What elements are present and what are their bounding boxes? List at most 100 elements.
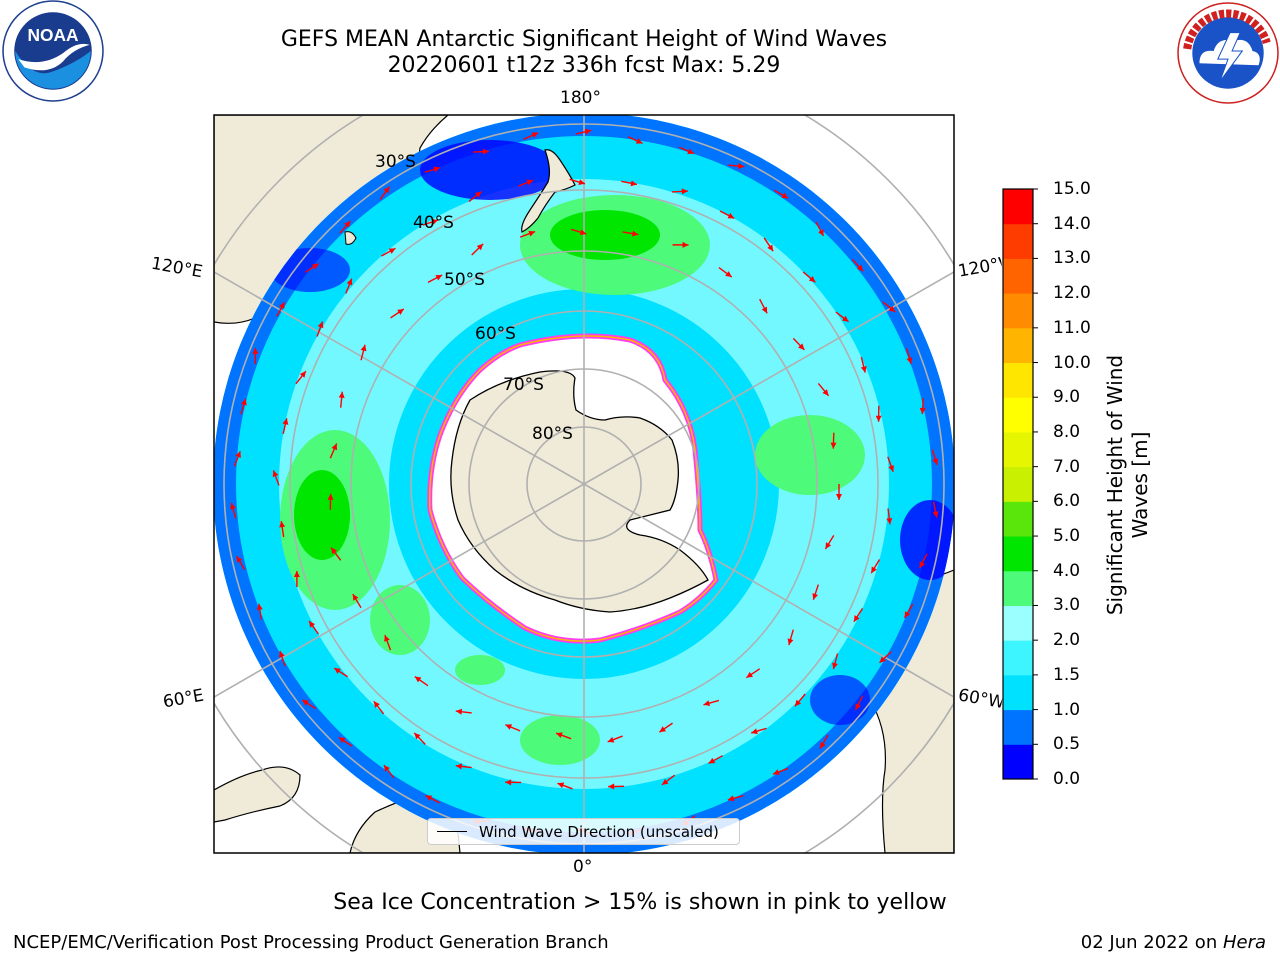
wind-wave-arrowhead [505, 779, 512, 786]
wind-wave-arrowhead [659, 726, 667, 733]
wind-wave-arrowhead [635, 138, 643, 144]
colorbar-tick-label: 0.5 [1053, 734, 1081, 755]
wind-wave-arrowhead [819, 742, 826, 749]
wind-wave-arrowhead [630, 180, 637, 187]
colorbar-segment [1003, 570, 1033, 606]
wind-wave-arrowhead [825, 542, 832, 549]
wind-wave-arrowhead [738, 163, 745, 170]
wind-wave-arrowhead [888, 305, 896, 313]
wind-wave-arrowhead [886, 517, 893, 525]
wind-wave-arrowhead [425, 795, 433, 801]
wind-wave-arrowhead [830, 442, 837, 449]
lat-label: 40°S [413, 213, 454, 233]
footer-date: 02 Jun 2022 on [1080, 932, 1223, 953]
colorbar-tick-label: 0.0 [1053, 769, 1081, 789]
wind-wave-arrowhead [727, 212, 735, 219]
wind-wave-arrowhead [557, 782, 565, 789]
colorbar-segment [1003, 431, 1033, 468]
wind-wave-arrowhead [293, 570, 300, 577]
footer-host: Hera [1222, 932, 1266, 953]
wind-wave-arrowhead [435, 275, 443, 281]
wind-wave-arrowhead [608, 783, 615, 790]
wind-wave-arrowhead [279, 650, 285, 658]
wind-wave-arrowhead [822, 389, 829, 396]
wind-wave-arrowhead [272, 470, 279, 478]
lat-label: 70°S [503, 375, 544, 395]
wind-wave-arrowhead [767, 244, 774, 252]
tasmania-land [344, 231, 357, 245]
colorbar-tick-label: 1.0 [1053, 699, 1081, 720]
colorbar-segment [1003, 397, 1033, 433]
wind-wave-arrowhead [860, 366, 867, 373]
wind-wave-arrowhead [384, 635, 390, 642]
map-legend: Wind Wave Direction (unscaled) [427, 818, 740, 845]
wind-wave-arrowhead [681, 188, 688, 195]
wind-wave-arrowhead [312, 263, 319, 270]
wind-wave-arrowhead [397, 308, 404, 315]
wind-wave-arrowhead [794, 699, 802, 707]
wave-patch-green [455, 655, 505, 685]
svg-text:NOAA: NOAA [27, 25, 79, 45]
wind-wave-arrowhead [383, 765, 390, 772]
wind-wave-arrowhead [360, 344, 367, 352]
wind-wave-arrowhead [433, 166, 441, 173]
wind-wave-arrowhead [772, 769, 780, 775]
wind-wave-arrowhead [579, 229, 587, 236]
wind-wave-arrowhead [836, 494, 842, 500]
wind-wave-arrowhead [241, 398, 247, 406]
wind-wave-arrowhead [904, 611, 911, 618]
colorbar-tick-label: 1.5 [1053, 664, 1081, 685]
figure-title: GEFS MEAN Antarctic Significant Height o… [280, 27, 888, 52]
wind-wave-arrowhead [327, 493, 334, 500]
wind-wave-arrowhead [230, 502, 236, 510]
wind-wave-arrowhead [455, 763, 463, 770]
colorbar-segment [1003, 362, 1033, 398]
wind-wave-arrowhead [879, 656, 886, 663]
wind-wave-arrowhead [708, 757, 716, 764]
wave-patch-green [520, 715, 600, 765]
wind-wave-arrowhead [818, 229, 824, 236]
colorbar-segment [1003, 258, 1033, 294]
wind-wave-arrowhead [388, 248, 396, 254]
wind-wave-arrowhead [855, 703, 861, 711]
wind-wave-arrowhead [919, 561, 926, 569]
wind-wave-arrowhead [455, 708, 463, 715]
colorbar-tick-label: 2.0 [1053, 630, 1081, 651]
wave-patch-green [294, 470, 350, 560]
footer-left: NCEP/EMC/Verification Post Processing Pr… [13, 932, 609, 953]
colorbar-tick-label: 14.0 [1053, 213, 1091, 234]
colorbar-tick-label: 15.0 [1053, 179, 1091, 199]
colorbar-tick-label: 8.0 [1053, 421, 1081, 442]
wind-wave-arrowhead [781, 192, 789, 199]
lat-label: 50°S [444, 270, 485, 290]
wind-wave-arrowhead [482, 148, 489, 155]
legend-label: Wind Wave Direction (unscaled) [479, 822, 719, 841]
wind-wave-arrowhead [338, 391, 345, 399]
legend-line-icon [437, 831, 467, 832]
wind-wave-arrowhead [703, 700, 711, 707]
wind-wave-arrowhead [631, 230, 639, 237]
colorbar-tick-label: 11.0 [1053, 317, 1091, 338]
africa-land [214, 766, 301, 823]
colorbar-tick-label: 6.0 [1053, 491, 1081, 512]
colorbar-segment [1003, 189, 1033, 225]
wind-wave-arrowhead [556, 732, 563, 739]
antarctica-land [450, 370, 709, 613]
wind-wave-arrowhead [236, 556, 243, 563]
wind-wave-arrowhead [338, 737, 346, 744]
wind-wave-arrowhead [888, 465, 894, 472]
wave-patch-green [755, 415, 865, 495]
wind-wave-arrowhead [352, 594, 359, 601]
noaa-logo: NOAA [2, 0, 104, 102]
wind-wave-arrowhead [919, 407, 926, 415]
wind-wave-arrowhead [578, 179, 585, 185]
map-frame [213, 114, 955, 854]
wind-wave-arrowhead [842, 315, 849, 322]
wind-wave-arrowhead [751, 728, 758, 735]
wind-wave-arrowhead [317, 321, 324, 329]
wind-wave-arrowhead [282, 418, 289, 425]
wind-wave-arrowhead [302, 699, 309, 706]
wind-wave-arrowhead [787, 638, 794, 646]
wind-wave-arrowhead [906, 357, 913, 364]
